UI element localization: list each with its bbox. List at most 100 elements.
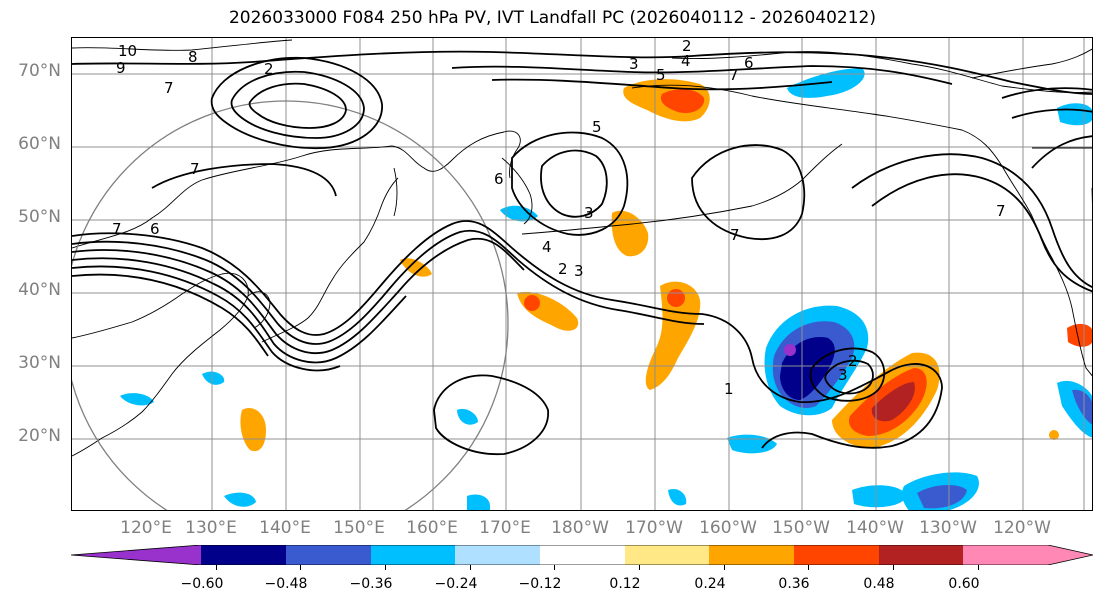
pv-contour-1 [72, 220, 943, 449]
pv-contour-north-2 [451, 65, 953, 85]
colorbar-segment [625, 545, 709, 565]
colorbar-tick: 0.24 [694, 576, 726, 592]
coast-asia-east [72, 130, 521, 249]
ivt-patch-neg-south2 [852, 485, 907, 508]
contour-label: 2 [558, 260, 568, 278]
coast-china [72, 272, 249, 457]
lon-label-130w: 130°W [919, 518, 977, 538]
contour-label: 7 [190, 160, 200, 178]
contour-label: 7 [164, 79, 174, 97]
ivt-patch-west [240, 408, 266, 452]
contour-label: 3 [584, 204, 594, 222]
ivt-patch-california [1067, 323, 1092, 347]
colorbar-tick: −0.24 [434, 576, 478, 592]
contour-label: 10 [118, 42, 137, 60]
pv-contour-high-3 [248, 82, 347, 129]
contour-label: 7 [729, 66, 739, 84]
colorbar-tickmark [978, 565, 979, 570]
coast-canada [971, 48, 1092, 204]
pv-contour-north-3 [491, 78, 833, 91]
contour-label: 3 [629, 55, 639, 73]
pv-contour-east-right [1001, 87, 1092, 169]
colorbar-tickmark [300, 565, 301, 570]
pv-contour-high-2 [230, 70, 365, 139]
contour-labels: 10 9 8 7 2 7 6 7 3 2 4 5 7 6 5 6 3 4 3 2… [112, 38, 1006, 398]
lon-label-150w: 150°W [772, 518, 830, 538]
pv-contours [72, 50, 1092, 455]
ivt-dot-neg-core [784, 344, 796, 356]
ivt-patch-aleutian [611, 210, 649, 257]
colorbar-segment [201, 545, 286, 565]
colorbar-tickmark [639, 565, 640, 570]
colorbar-segment [286, 545, 371, 565]
ivt-dot-midpacific [524, 295, 540, 311]
lon-label-180w: 180°W [551, 518, 609, 538]
lat-label-60n: 60°N [18, 134, 61, 154]
pv-contour-low [809, 347, 886, 402]
colorbar-segment [455, 545, 540, 565]
colorbar-segment [1048, 545, 1093, 565]
colorbar-tickmark [808, 565, 809, 570]
contour-label: 1 [724, 380, 734, 398]
ivt-negative-shading [120, 68, 1092, 510]
colorbar-tickmark [216, 565, 217, 570]
coast-japan [261, 177, 399, 343]
contour-label: 4 [681, 52, 691, 70]
ivt-positive-shading [240, 79, 1092, 452]
ivt-patch-neg-canada [1057, 103, 1092, 126]
contour-label: 9 [116, 59, 126, 77]
contour-label: 7 [730, 226, 740, 244]
colorbar-segments [71, 545, 1093, 565]
contour-label: 2 [848, 352, 858, 370]
colorbar-tickmark [385, 565, 386, 570]
pv-contour-loop-mid-inner [540, 149, 608, 218]
ivt-patch-neg-sw3 [457, 408, 478, 425]
contour-label: 4 [542, 238, 552, 256]
colorbar-tick: −0.60 [180, 576, 224, 592]
ivt-patch-neg-sw1 [120, 393, 154, 406]
lon-label-170w: 170°W [625, 518, 683, 538]
pv-contour-south-loop [433, 374, 549, 455]
lon-label-170e: 170°E [479, 518, 531, 538]
pv-contour-6 [72, 273, 269, 357]
pv-contour-low-inner [824, 359, 874, 395]
contour-label: 6 [744, 54, 754, 72]
colorbar-tick: 0.48 [863, 576, 895, 592]
colorbar-segment [879, 545, 963, 565]
lon-label-120w: 120°W [993, 518, 1051, 538]
pv-contour-loop-mid [511, 131, 629, 236]
coast-alaska [631, 84, 1092, 377]
lon-label-140w: 140°W [846, 518, 904, 538]
ivt-patch-neg-south1 [727, 434, 777, 454]
ivt-dot-central [667, 289, 685, 307]
colorbar-tickmark [470, 565, 471, 570]
coast-aleutians [521, 143, 843, 235]
ivt-patch-japan-east [400, 258, 432, 277]
contour-label: 5 [592, 118, 602, 136]
colorbar-segment [71, 545, 201, 565]
colorbar-segment [963, 545, 1048, 565]
colorbar-tickmark [893, 565, 894, 570]
colorbar [71, 545, 1093, 565]
contour-label: 8 [188, 48, 198, 66]
colorbar-tick: −0.48 [264, 576, 308, 592]
ivt-patch-kamchatka-core [660, 89, 705, 114]
pv-contour-high-1 [210, 56, 383, 150]
lon-label-150e: 150°E [333, 518, 385, 538]
contour-label: 2 [264, 60, 274, 78]
pv-contour-east-wave [851, 153, 1092, 288]
colorbar-segment [371, 545, 455, 565]
lat-label-20n: 20°N [18, 426, 61, 446]
colorbar-segment [709, 545, 794, 565]
contour-label: 6 [150, 220, 160, 238]
map-canvas: 10 9 8 7 2 7 6 7 3 2 4 5 7 6 5 6 3 4 3 2… [72, 38, 1092, 510]
ivt-patch-neg-taiwan [202, 371, 225, 385]
colorbar-tickmark [724, 565, 725, 570]
contour-label: 5 [656, 66, 666, 84]
contour-label: 7 [112, 220, 122, 238]
lon-label-160e: 160°E [406, 518, 458, 538]
colorbar-tickmark [554, 565, 555, 570]
ivt-patch-neg-south3-core [917, 484, 967, 509]
pv-contour-west-7 [151, 163, 337, 197]
lon-label-160w: 160°W [699, 518, 757, 538]
